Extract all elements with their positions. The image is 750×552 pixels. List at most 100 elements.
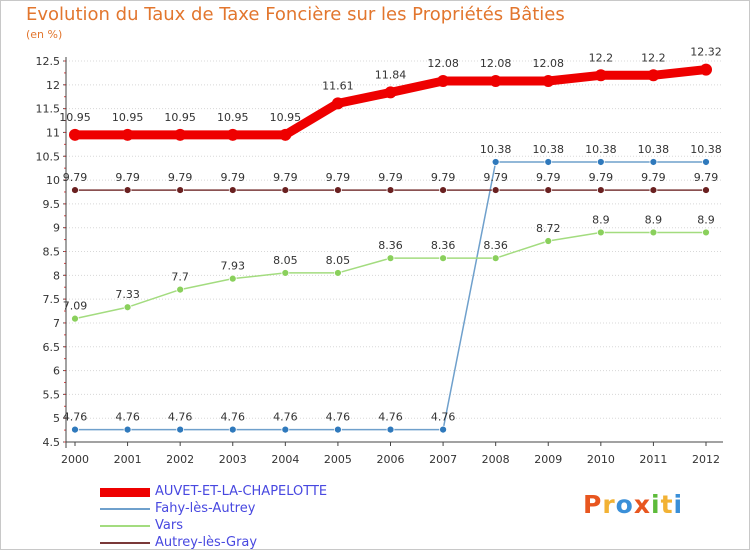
x-tick-label: 2010 (587, 453, 615, 466)
data-point (544, 186, 553, 194)
data-label: 10.95 (164, 111, 196, 124)
data-label: 10.38 (690, 143, 722, 156)
data-point (594, 69, 607, 82)
data-label: 9.79 (221, 171, 246, 184)
data-point (386, 254, 395, 263)
logo-letter: t (660, 490, 674, 519)
data-label: 9.79 (63, 171, 88, 184)
x-tick-label: 2012 (692, 453, 720, 466)
y-tick-label: 5 (53, 412, 60, 425)
logo-letter: P (583, 490, 603, 519)
x-tick-label: 2008 (482, 453, 510, 466)
x-tick-label: 2001 (114, 453, 142, 466)
data-label: 10.38 (638, 143, 670, 156)
legend-swatch (100, 508, 150, 510)
data-label: 8.36 (431, 239, 456, 252)
legend-label: Fahy-lès-Autrey (155, 501, 256, 516)
x-tick-label: 2009 (534, 453, 562, 466)
legend-label: Autrey-lès-Gray (155, 535, 258, 550)
data-label: 4.76 (378, 411, 403, 424)
legend-swatch (100, 542, 150, 544)
data-point (226, 128, 239, 141)
y-tick-label: 5.5 (43, 388, 61, 401)
data-point (649, 158, 658, 166)
data-point (176, 186, 185, 194)
data-label: 9.79 (326, 171, 351, 184)
y-tick-label: 9.5 (43, 198, 61, 211)
data-point (69, 128, 81, 141)
data-point (489, 75, 502, 88)
data-label: 4.76 (115, 411, 140, 424)
data-label: 7.09 (63, 300, 88, 313)
data-label: 10.38 (585, 143, 617, 156)
y-tick-label: 6.5 (43, 341, 61, 354)
data-label: 8.05 (326, 254, 351, 267)
chart-title: Evolution du Taux de Taxe Foncière sur l… (26, 4, 565, 25)
data-point (386, 425, 395, 434)
data-label: 11.84 (375, 68, 407, 81)
data-point (176, 425, 185, 434)
data-point (228, 425, 237, 434)
data-label: 8.05 (273, 254, 298, 267)
y-tick-label: 7 (53, 317, 60, 330)
data-point (702, 158, 710, 166)
data-label: 9.79 (378, 171, 403, 184)
data-point (439, 186, 447, 194)
logo-letter: r (602, 490, 616, 519)
data-point (596, 186, 605, 194)
y-tick-label: 6 (53, 365, 60, 378)
data-point (174, 128, 187, 141)
data-label: 4.76 (431, 411, 456, 424)
data-point (279, 128, 292, 141)
logo-letter: x (633, 490, 651, 519)
data-point (228, 186, 237, 194)
y-tick-label: 4.5 (43, 436, 61, 449)
data-label: 9.79 (694, 171, 719, 184)
data-label: 8.9 (592, 213, 610, 226)
y-tick-label: 12 (46, 79, 60, 92)
data-point (544, 158, 553, 166)
x-tick-label: 2006 (377, 453, 405, 466)
data-point (491, 158, 500, 166)
data-point (700, 63, 712, 76)
y-axis-unit-label: (en %) (26, 28, 63, 41)
data-label: 9.79 (483, 171, 508, 184)
data-label: 7.7 (171, 271, 189, 284)
data-point (334, 269, 342, 277)
data-point (281, 269, 290, 277)
data-point (71, 425, 79, 434)
data-point (702, 186, 710, 194)
data-point (334, 186, 342, 194)
data-point (596, 228, 605, 237)
data-point (437, 75, 450, 88)
data-label: 8.72 (536, 222, 561, 235)
data-point (123, 303, 132, 312)
y-tick-label: 8.5 (43, 246, 61, 259)
data-point (228, 274, 237, 283)
x-tick-label: 2004 (271, 453, 299, 466)
data-point (176, 285, 185, 294)
legend-swatch (100, 488, 150, 497)
data-point (384, 86, 397, 99)
data-point (649, 186, 658, 194)
data-label: 4.76 (63, 411, 88, 424)
data-label: 12.2 (589, 51, 614, 64)
data-label: 9.79 (115, 171, 140, 184)
y-tick-label: 10 (46, 174, 60, 187)
y-tick-label: 8 (53, 269, 60, 282)
data-label: 9.79 (168, 171, 193, 184)
data-point (439, 254, 447, 263)
logo-letter: o (615, 490, 634, 519)
x-tick-label: 2011 (639, 453, 667, 466)
x-tick-label: 2005 (324, 453, 352, 466)
data-point (71, 314, 79, 323)
data-label: 8.9 (645, 213, 663, 226)
data-label: 7.93 (221, 260, 246, 273)
data-point (702, 228, 710, 237)
data-label: 4.76 (221, 411, 246, 424)
data-point (544, 237, 553, 245)
data-point (542, 75, 555, 88)
legend-label: AUVET-ET-LA-CHAPELOTTE (155, 484, 328, 499)
legend-label: Vars (155, 518, 183, 533)
